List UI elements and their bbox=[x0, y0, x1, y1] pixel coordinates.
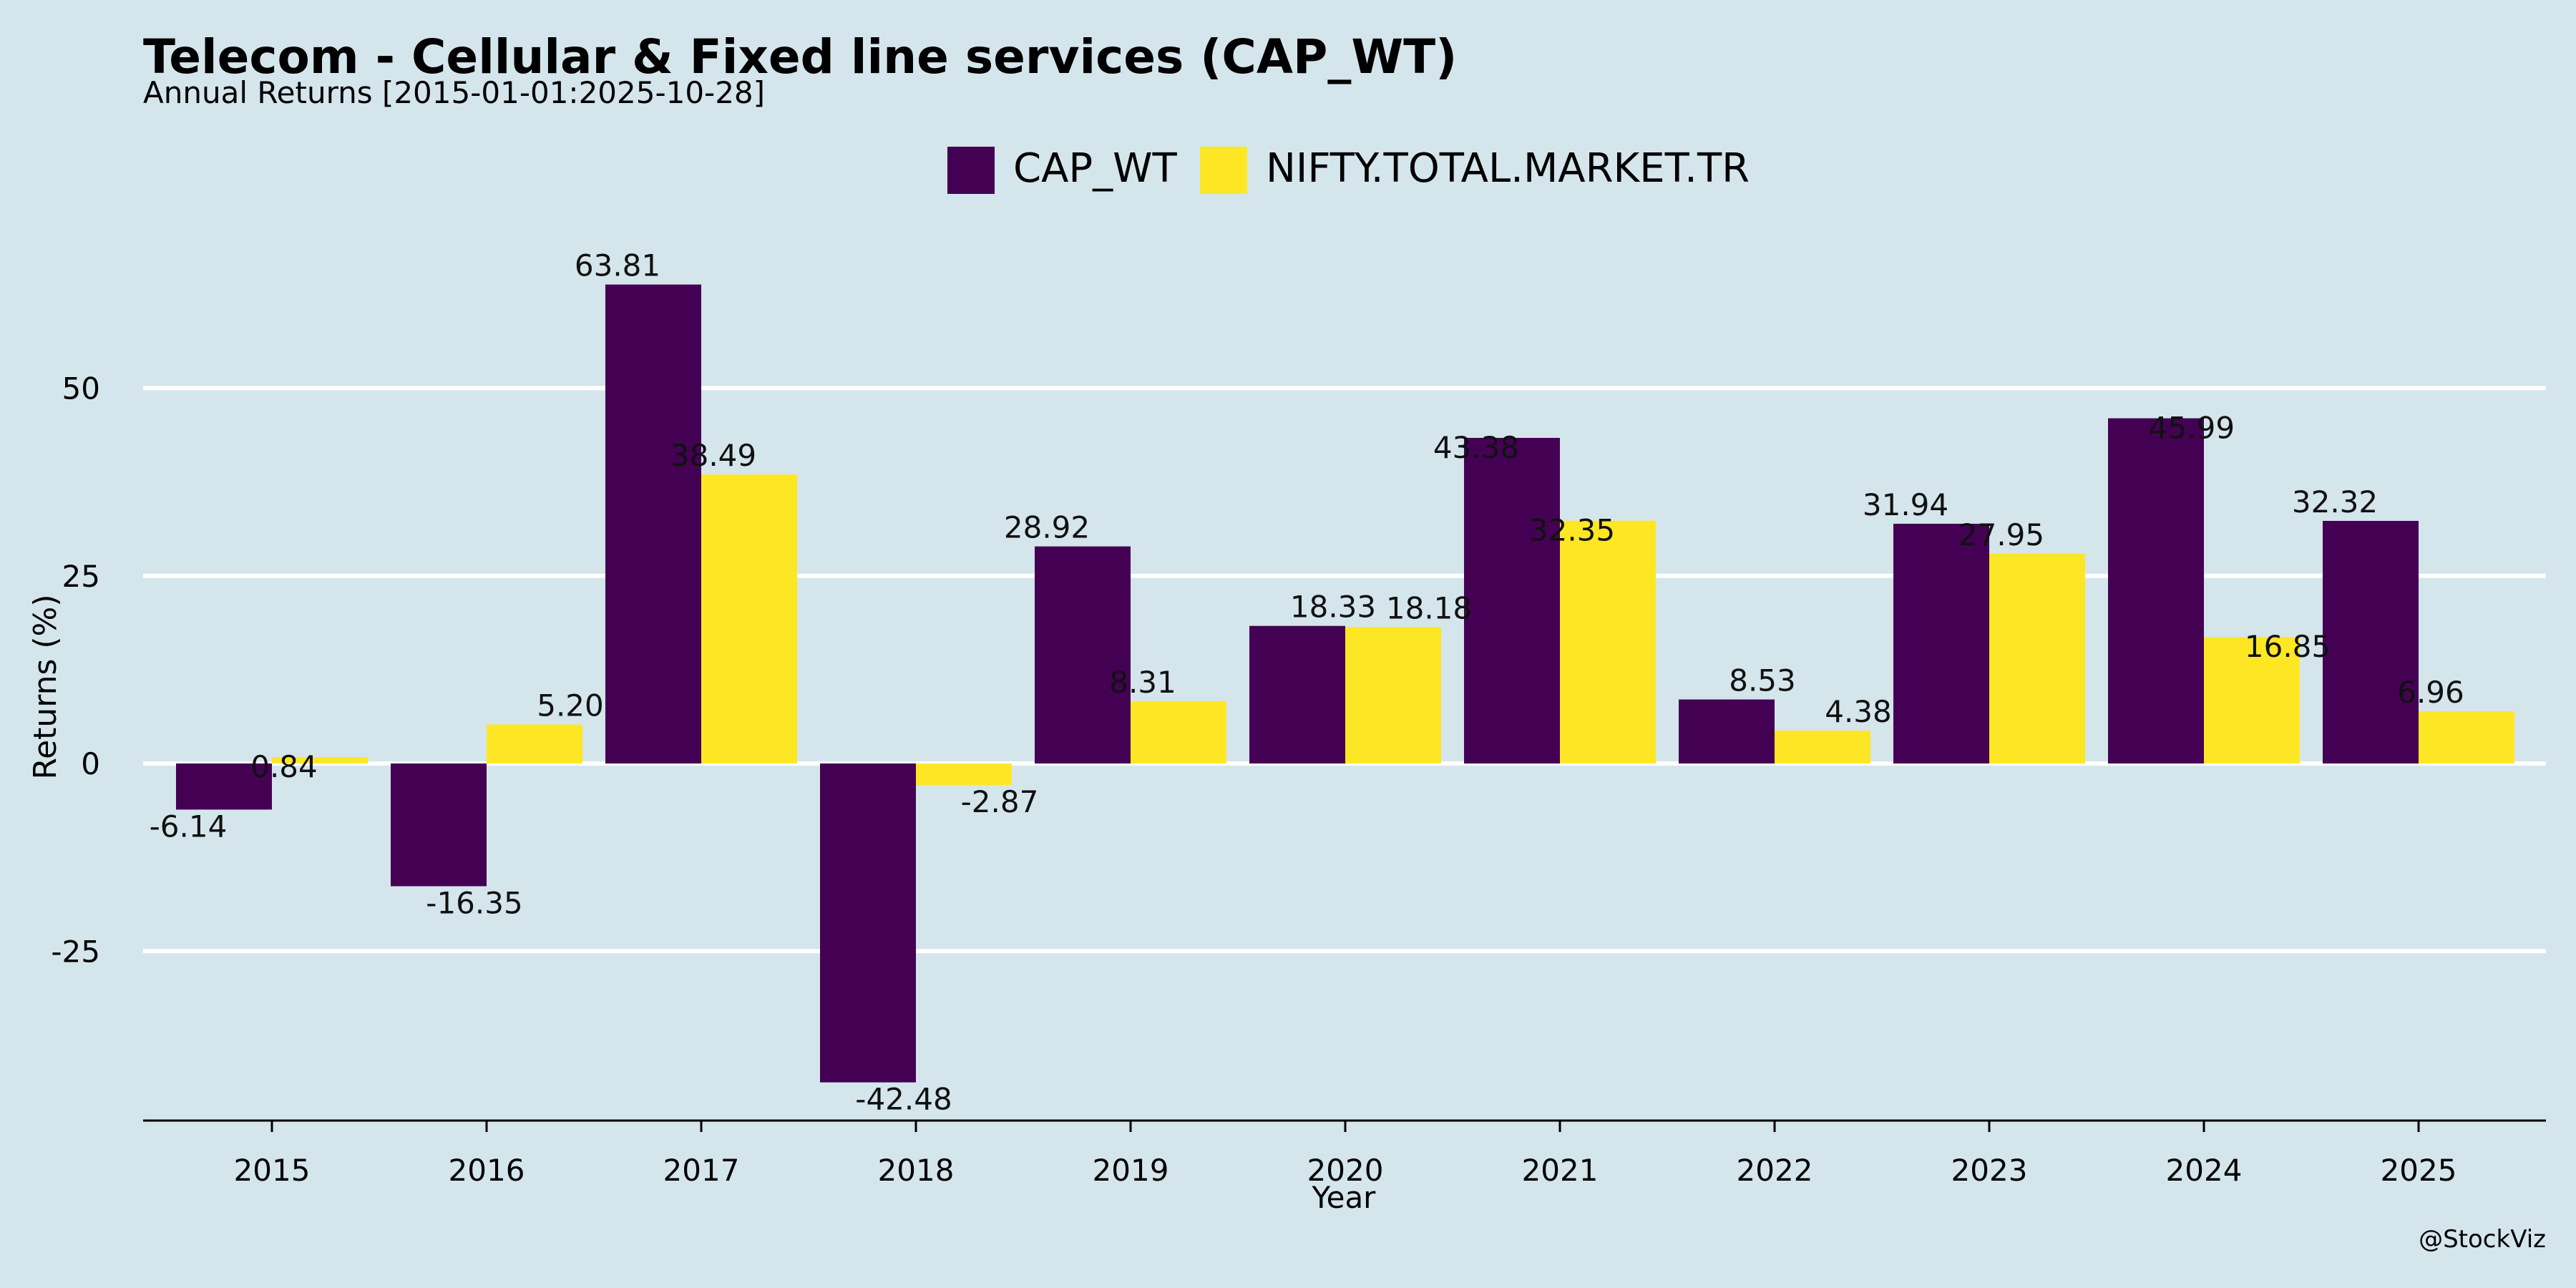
bar-nifty-2015 bbox=[272, 757, 368, 763]
bar-nifty-2016 bbox=[487, 724, 582, 763]
bar-nifty-2021 bbox=[1560, 520, 1656, 763]
x-tick-label: 2015 bbox=[234, 1153, 311, 1188]
bar-value-label: 18.18 bbox=[1386, 590, 1472, 625]
bar-cap-wt-2022 bbox=[1679, 699, 1775, 763]
bar-cap-wt-2023 bbox=[1893, 523, 1989, 763]
bar-cap-wt-2015 bbox=[176, 763, 272, 810]
x-tick-label: 2022 bbox=[1737, 1153, 1813, 1188]
bar-value-label: -42.48 bbox=[855, 1082, 952, 1117]
x-tick-label: 2017 bbox=[663, 1153, 740, 1188]
y-tick-label: 50 bbox=[62, 371, 100, 406]
bar-cap-wt-2018 bbox=[820, 763, 916, 1083]
y-tick-label: 25 bbox=[62, 559, 100, 594]
x-tick-label: 2024 bbox=[2166, 1153, 2243, 1188]
legend-swatch bbox=[947, 147, 995, 194]
bar-cap-wt-2016 bbox=[391, 763, 487, 887]
bar-nifty-2025 bbox=[2419, 711, 2514, 763]
bar-value-label: -6.14 bbox=[150, 809, 228, 844]
bar-labels: -6.14 0.84 -16.35 5.20 63.81 38.49 -42.48 -2.87… bbox=[150, 248, 2464, 1117]
y-tick-label: 0 bbox=[81, 746, 100, 781]
bar-cap-wt-2024 bbox=[2108, 418, 2204, 763]
legend: CAP_WT NIFTY.TOTAL.MARKET.TR bbox=[947, 145, 1750, 194]
bars bbox=[176, 284, 2514, 1083]
bar-value-label: 31.94 bbox=[1863, 487, 1948, 522]
x-tick-label: 2021 bbox=[1522, 1153, 1599, 1188]
x-tick-label: 2018 bbox=[878, 1153, 955, 1188]
bar-value-label: 28.92 bbox=[1004, 510, 1090, 545]
x-tick-label: 2023 bbox=[1951, 1153, 2028, 1188]
bar-cap-wt-2019 bbox=[1035, 546, 1131, 763]
bar-value-label: 32.32 bbox=[2292, 484, 2378, 519]
bar-value-label: 45.99 bbox=[2149, 411, 2235, 446]
bar-nifty-2017 bbox=[701, 474, 797, 763]
y-tick-label: -25 bbox=[51, 934, 100, 969]
y-axis: -25 0 25 50 bbox=[51, 371, 100, 970]
x-axis: 2015 2016 2017 2018 2019 2020 2021 2022 2023 2024… bbox=[234, 1121, 2457, 1188]
bar-nifty-2022 bbox=[1775, 731, 1870, 763]
chart-subtitle: Annual Returns [2015-01-01:2025-10-28] bbox=[143, 75, 765, 110]
legend-swatch bbox=[1200, 147, 1247, 194]
legend-label: NIFTY.TOTAL.MARKET.TR bbox=[1266, 145, 1750, 192]
x-tick-label: 2019 bbox=[1093, 1153, 1169, 1188]
x-tick-label: 2016 bbox=[449, 1153, 525, 1188]
bar-value-label: -16.35 bbox=[426, 886, 522, 921]
bar-value-label: 32.35 bbox=[1529, 513, 1615, 548]
chart-title: Telecom - Cellular & Fixed line services… bbox=[143, 29, 1457, 84]
bar-cap-wt-2020 bbox=[1249, 625, 1345, 763]
bar-cap-wt-2017 bbox=[605, 284, 701, 764]
bar-value-label: 27.95 bbox=[1958, 517, 2044, 552]
bar-value-label: 16.85 bbox=[2245, 629, 2331, 664]
y-axis-label: Returns (%) bbox=[27, 594, 64, 779]
bar-value-label: 43.38 bbox=[1433, 430, 1519, 465]
bar-value-label: 5.20 bbox=[537, 688, 604, 723]
bar-value-label: 8.53 bbox=[1729, 663, 1796, 698]
bar-nifty-2019 bbox=[1131, 701, 1226, 763]
bar-value-label: 4.38 bbox=[1825, 694, 1892, 729]
bar-value-label: 0.84 bbox=[250, 749, 318, 784]
bar-nifty-2023 bbox=[1989, 553, 2085, 763]
bar-cap-wt-2025 bbox=[2323, 520, 2419, 763]
x-tick-label: 2020 bbox=[1307, 1153, 1384, 1188]
bar-value-label: 8.31 bbox=[1109, 665, 1176, 700]
x-axis-label: Year bbox=[1312, 1180, 1377, 1215]
bar-value-label: 38.49 bbox=[670, 438, 756, 473]
bar-value-label: 63.81 bbox=[575, 248, 660, 283]
bar-nifty-2020 bbox=[1345, 627, 1441, 763]
bar-nifty-2018 bbox=[916, 763, 1012, 786]
bar-value-label: -2.87 bbox=[961, 784, 1039, 819]
bar-value-label: 18.33 bbox=[1290, 590, 1376, 625]
bar-value-label: 6.96 bbox=[2397, 675, 2464, 710]
caption: @StockViz bbox=[2419, 1225, 2546, 1254]
bar-cap-wt-2021 bbox=[1464, 437, 1560, 763]
x-tick-label: 2025 bbox=[2381, 1153, 2457, 1188]
legend-label: CAP_WT bbox=[1013, 145, 1178, 192]
bar-nifty-2024 bbox=[2204, 637, 2300, 763]
